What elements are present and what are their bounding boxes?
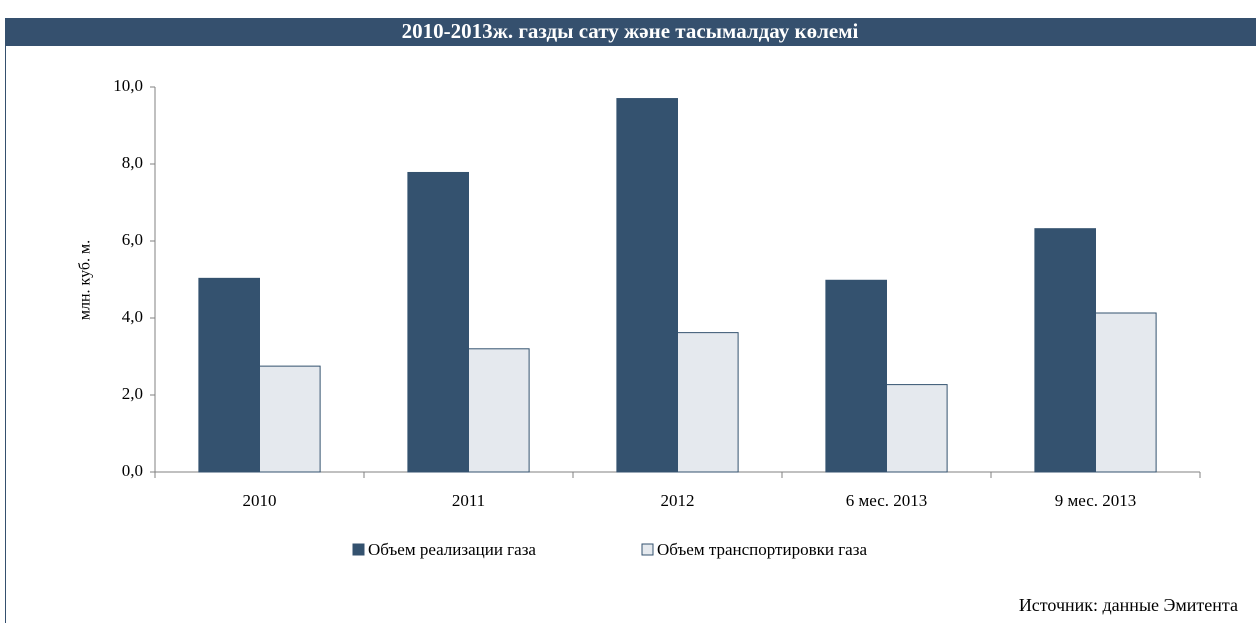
legend-label: Объем реализации газа bbox=[368, 540, 536, 559]
bar bbox=[1095, 312, 1157, 473]
x-tick-label: 2011 bbox=[452, 491, 485, 510]
y-tick-label: 0,0 bbox=[122, 461, 143, 480]
bar bbox=[259, 365, 321, 473]
bar bbox=[825, 279, 888, 473]
bar bbox=[1034, 228, 1097, 473]
bar bbox=[616, 98, 679, 473]
y-tick-label: 4,0 bbox=[122, 307, 143, 326]
y-axis-label: млн. куб. м. bbox=[77, 240, 94, 320]
title-bar bbox=[5, 18, 1256, 46]
legend-swatch bbox=[352, 543, 365, 556]
bar bbox=[198, 277, 260, 473]
bar bbox=[468, 348, 530, 473]
y-tick-label: 8,0 bbox=[122, 153, 143, 172]
bar bbox=[677, 332, 739, 473]
source-note: Источник: данные Эмитента bbox=[1019, 595, 1238, 615]
x-tick-label: 6 мес. 2013 bbox=[846, 491, 928, 510]
y-tick-label: 10,0 bbox=[113, 76, 143, 95]
y-tick-label: 6,0 bbox=[122, 230, 143, 249]
x-tick-label: 9 мес. 2013 bbox=[1055, 491, 1137, 510]
y-tick-label: 2,0 bbox=[122, 384, 143, 403]
legend-swatch bbox=[641, 543, 654, 556]
chart-title: 2010-2013ж. газды сату және тасымалдау к… bbox=[402, 19, 859, 43]
legend-label: Объем транспортировки газа bbox=[657, 540, 867, 559]
x-tick-label: 2012 bbox=[661, 491, 695, 510]
bar bbox=[407, 171, 470, 473]
x-tick-label: 2010 bbox=[243, 491, 277, 510]
bar bbox=[886, 384, 948, 473]
